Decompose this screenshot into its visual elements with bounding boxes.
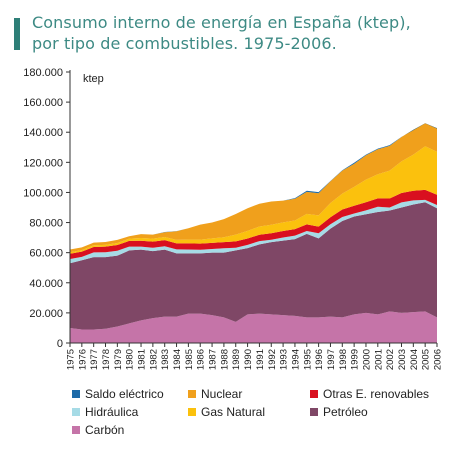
area-petroleo [70, 202, 437, 330]
legend-swatch [72, 408, 80, 416]
x-tick-label: 1981 [137, 349, 148, 370]
legend-label: Carbón [85, 423, 125, 437]
x-tick-label: 1986 [196, 349, 207, 370]
x-tick-label: 1983 [160, 349, 171, 370]
legend-swatch [188, 390, 196, 398]
x-tick-label: 1975 [66, 349, 77, 370]
x-tick-label: 2006 [433, 349, 444, 370]
legend-item: Petróleo [310, 405, 368, 419]
legend-item: Hidráulica [72, 405, 138, 419]
x-tick-label: 2002 [385, 349, 396, 370]
area-otras-e-renovables [70, 189, 437, 259]
x-tick-label: 1977 [89, 349, 100, 370]
x-tick-label: 1995 [302, 349, 313, 370]
y-tick-label: 140.000 [23, 127, 63, 139]
legend-swatch [72, 390, 80, 398]
legend-label: Petróleo [323, 405, 368, 419]
legend-label: Nuclear [201, 387, 243, 401]
legend-label: Gas Natural [201, 405, 266, 419]
area-nuclear [70, 123, 437, 253]
legend-label: Otras E. renovables [323, 387, 430, 401]
y-tick-label: 20.000 [29, 308, 63, 320]
legend-item: Saldo eléctrico [72, 387, 164, 401]
area-carbon [70, 311, 437, 343]
x-tick-label: 1979 [113, 349, 124, 370]
y-tick-label: 120.000 [23, 157, 63, 169]
chart-title: Consumo interno de energía en España (kt… [32, 12, 411, 54]
y-tick-label: 0 [57, 338, 63, 350]
x-tick-label: 1990 [243, 349, 254, 370]
x-tick-label: 1998 [338, 349, 349, 370]
x-tick-label: 2005 [421, 349, 432, 370]
x-tick-label: 1984 [172, 349, 183, 370]
legend-item: Carbón [72, 423, 124, 437]
y-tick-label: 60.000 [29, 248, 63, 260]
x-tick-label: 2003 [397, 349, 408, 370]
y-tick-label: 80.000 [29, 218, 63, 230]
legend-swatch [188, 408, 196, 416]
legend-label: Hidráulica [85, 405, 139, 419]
x-tick-label: 1999 [350, 349, 361, 370]
x-tick-label: 1982 [148, 349, 159, 370]
x-tick-label: 1978 [101, 349, 112, 370]
x-tick-label: 1985 [184, 349, 195, 370]
legend-item: Nuclear [188, 387, 242, 401]
x-tick-label: 1989 [231, 349, 242, 370]
x-tick-label: 1988 [219, 349, 230, 370]
x-tick-label: 1980 [125, 349, 136, 370]
x-tick-label: 1994 [290, 349, 301, 370]
legend-item: Gas Natural [188, 405, 265, 419]
y-tick-label: 100.000 [23, 187, 63, 199]
legend-swatch [310, 390, 318, 398]
chart-title-line-1: Consumo interno de energía en España (kt… [32, 13, 411, 32]
x-tick-label: 1996 [314, 349, 325, 370]
x-tick-label: 2001 [373, 349, 384, 370]
y-tick-label: 160.000 [23, 97, 63, 109]
x-tick-label: 1987 [208, 349, 219, 370]
legend-swatch [72, 426, 80, 434]
area-gas-natural [70, 146, 437, 254]
chart-title-line-2: por tipo de combustibles. 1975-2006. [32, 34, 337, 53]
x-tick-label: 2004 [409, 349, 420, 370]
x-tick-label: 1976 [77, 349, 88, 370]
x-tick-label: 2000 [361, 349, 372, 370]
x-tick-label: 1991 [255, 349, 266, 370]
x-tick-label: 1993 [279, 349, 290, 370]
y-tick-label: 40.000 [29, 278, 63, 290]
x-tick-label: 1992 [267, 349, 278, 370]
legend-label: Saldo eléctrico [85, 387, 164, 401]
title-accent-bar [14, 18, 20, 50]
y-axis-label: ktep [83, 73, 104, 85]
y-tick-label: 180.000 [23, 67, 63, 79]
area-hidraulica [70, 199, 437, 264]
legend-item: Otras E. renovables [310, 387, 429, 401]
legend-swatch [310, 408, 318, 416]
x-tick-label: 1997 [326, 349, 337, 370]
